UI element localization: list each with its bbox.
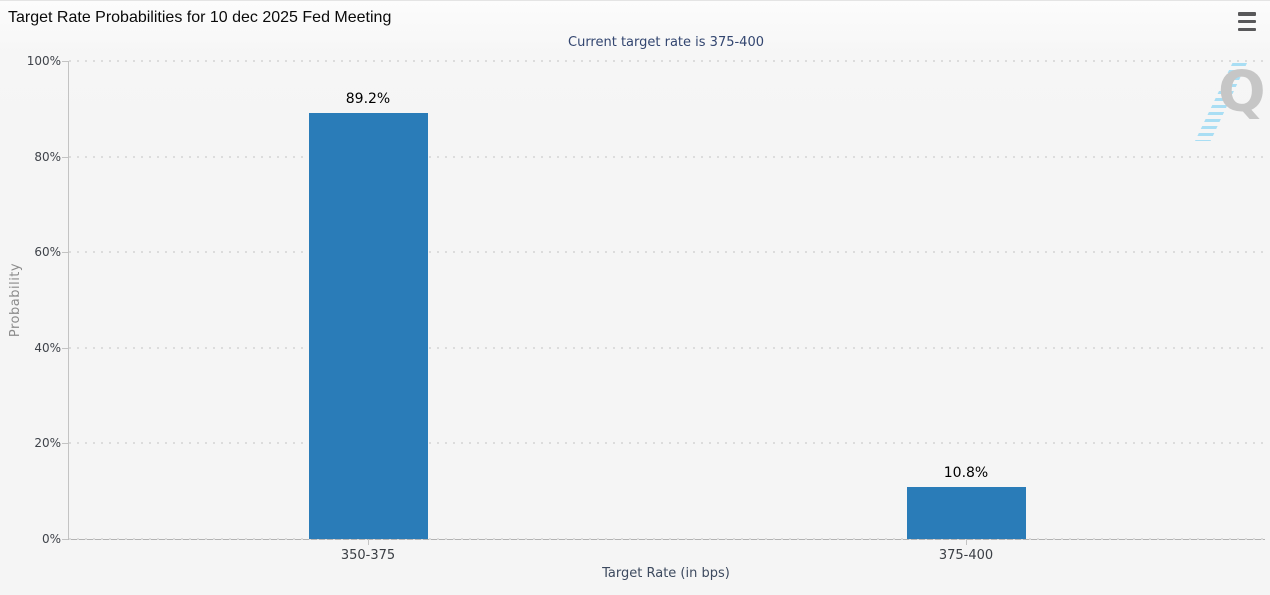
quikstrike-watermark: Q	[1192, 59, 1268, 145]
chart-title: Target Rate Probabilities for 10 dec 202…	[8, 9, 392, 26]
y-gridline	[69, 346, 1265, 349]
probability-bar[interactable]	[906, 487, 1026, 539]
y-gridline	[69, 538, 1265, 540]
x-tick-mark	[368, 539, 369, 545]
y-tick-label: 100%	[26, 54, 61, 68]
y-tick-label: 60%	[34, 245, 61, 260]
y-tick-mark	[62, 443, 68, 445]
y-tick-mark	[62, 156, 68, 158]
y-tick-label: 80%	[34, 149, 61, 164]
chart-subtitle: Current target rate is 375-400	[568, 35, 764, 50]
x-axis-title: Target Rate (in bps)	[602, 566, 730, 581]
bar-value-label: 89.2%	[345, 90, 391, 107]
probability-bar[interactable]	[308, 112, 428, 539]
y-tick-label: 0%	[41, 532, 61, 546]
bar-value-label: 10.8%	[943, 465, 989, 482]
x-tick-mark	[966, 539, 967, 545]
y-gridline	[69, 251, 1265, 254]
chart-menu-button[interactable]	[1238, 12, 1256, 31]
y-gridline	[69, 155, 1265, 158]
x-tick-label: 375-400	[938, 548, 994, 563]
y-gridline	[69, 442, 1265, 445]
y-tick-mark	[62, 539, 68, 540]
y-axis-title: Probability	[8, 262, 23, 338]
y-tick-label: 40%	[34, 340, 61, 355]
y-tick-label: 20%	[34, 436, 61, 451]
plot-area: 0% 20% 40% 60% 80% 100% 89.2% 350-375 10.8% 375-4…	[27, 54, 1265, 563]
y-gridline	[69, 60, 1265, 62]
x-tick-label: 350-375	[340, 548, 396, 563]
q-logo-icon: Q	[1218, 60, 1266, 125]
hamburger-icon	[1238, 12, 1256, 16]
y-tick-mark	[62, 61, 68, 62]
y-tick-mark	[62, 252, 68, 254]
y-tick-mark	[62, 347, 68, 349]
